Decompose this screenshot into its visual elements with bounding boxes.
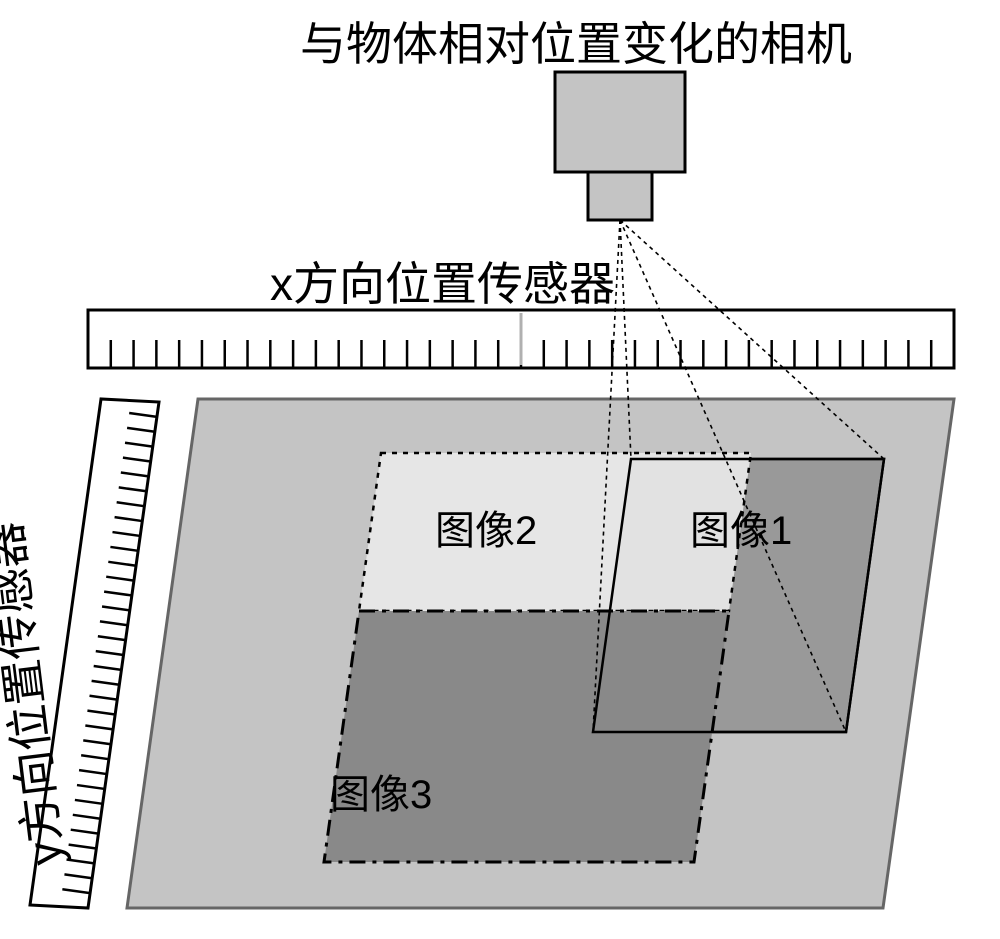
image-2-label: 图像2	[435, 498, 537, 556]
image-3-label: 图像3	[330, 762, 432, 820]
camera-body	[555, 72, 685, 172]
diagram-svg	[0, 0, 1000, 934]
title-label: 与物体相对位置变化的相机	[300, 8, 852, 74]
camera-lens	[588, 172, 652, 220]
diagram-stage: 与物体相对位置变化的相机 x方向位置传感器 y方向位置传感器 图像1 图像2 图…	[0, 0, 1000, 934]
image-1-label: 图像1	[690, 498, 792, 556]
x-sensor-label: x方向位置传感器	[270, 248, 615, 314]
image-3-rect	[324, 611, 729, 862]
